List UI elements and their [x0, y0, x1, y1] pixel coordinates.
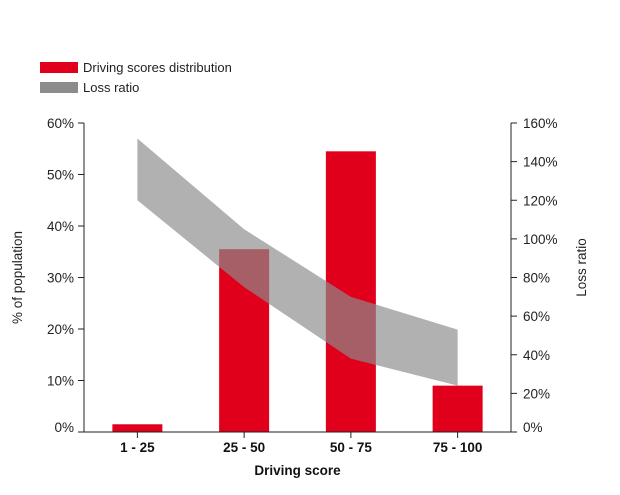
right-tick-label: 100% — [523, 232, 558, 247]
left-tick-label: 40% — [47, 219, 74, 234]
legend-swatch-distribution — [40, 61, 78, 73]
left-tick-label: 60% — [47, 116, 74, 131]
x-tick-label: 25 - 50 — [223, 440, 265, 455]
right-tick-label: 20% — [523, 386, 550, 401]
legend-item-loss-ratio: Loss ratio — [40, 77, 232, 97]
x-tick-label: 50 - 75 — [330, 440, 373, 455]
x-axis-title: Driving score — [254, 463, 341, 478]
left-tick-label: 30% — [47, 271, 74, 286]
right-tick-label: 80% — [523, 271, 550, 286]
left-axis-title: % of population — [10, 231, 25, 324]
left-tick-label: 10% — [47, 374, 74, 389]
legend-label-loss-ratio: Loss ratio — [83, 79, 140, 95]
right-tick-label: 60% — [523, 309, 550, 324]
left-tick-label: 0% — [54, 420, 74, 435]
x-tick-label: 75 - 100 — [433, 440, 483, 455]
bar-1-25 — [112, 424, 163, 432]
left-tick-label: 20% — [47, 322, 74, 337]
legend-item-distribution: Driving scores distribution — [40, 57, 232, 77]
legend: Driving scores distribution Loss ratio — [40, 57, 232, 97]
legend-swatch-loss-ratio — [40, 81, 78, 93]
right-tick-label: 0% — [523, 420, 543, 435]
left-tick-label: 50% — [47, 168, 74, 183]
right-tick-label: 140% — [523, 155, 558, 170]
legend-label-distribution: Driving scores distribution — [83, 59, 232, 75]
x-tick-label: 1 - 25 — [120, 440, 155, 455]
right-tick-label: 120% — [523, 193, 558, 208]
right-tick-label: 40% — [523, 348, 550, 363]
loss-ratio-band — [137, 138, 458, 386]
bar-75-100 — [432, 385, 483, 432]
right-tick-label: 160% — [523, 116, 558, 131]
right-axis-title: Loss ratio — [574, 238, 589, 297]
